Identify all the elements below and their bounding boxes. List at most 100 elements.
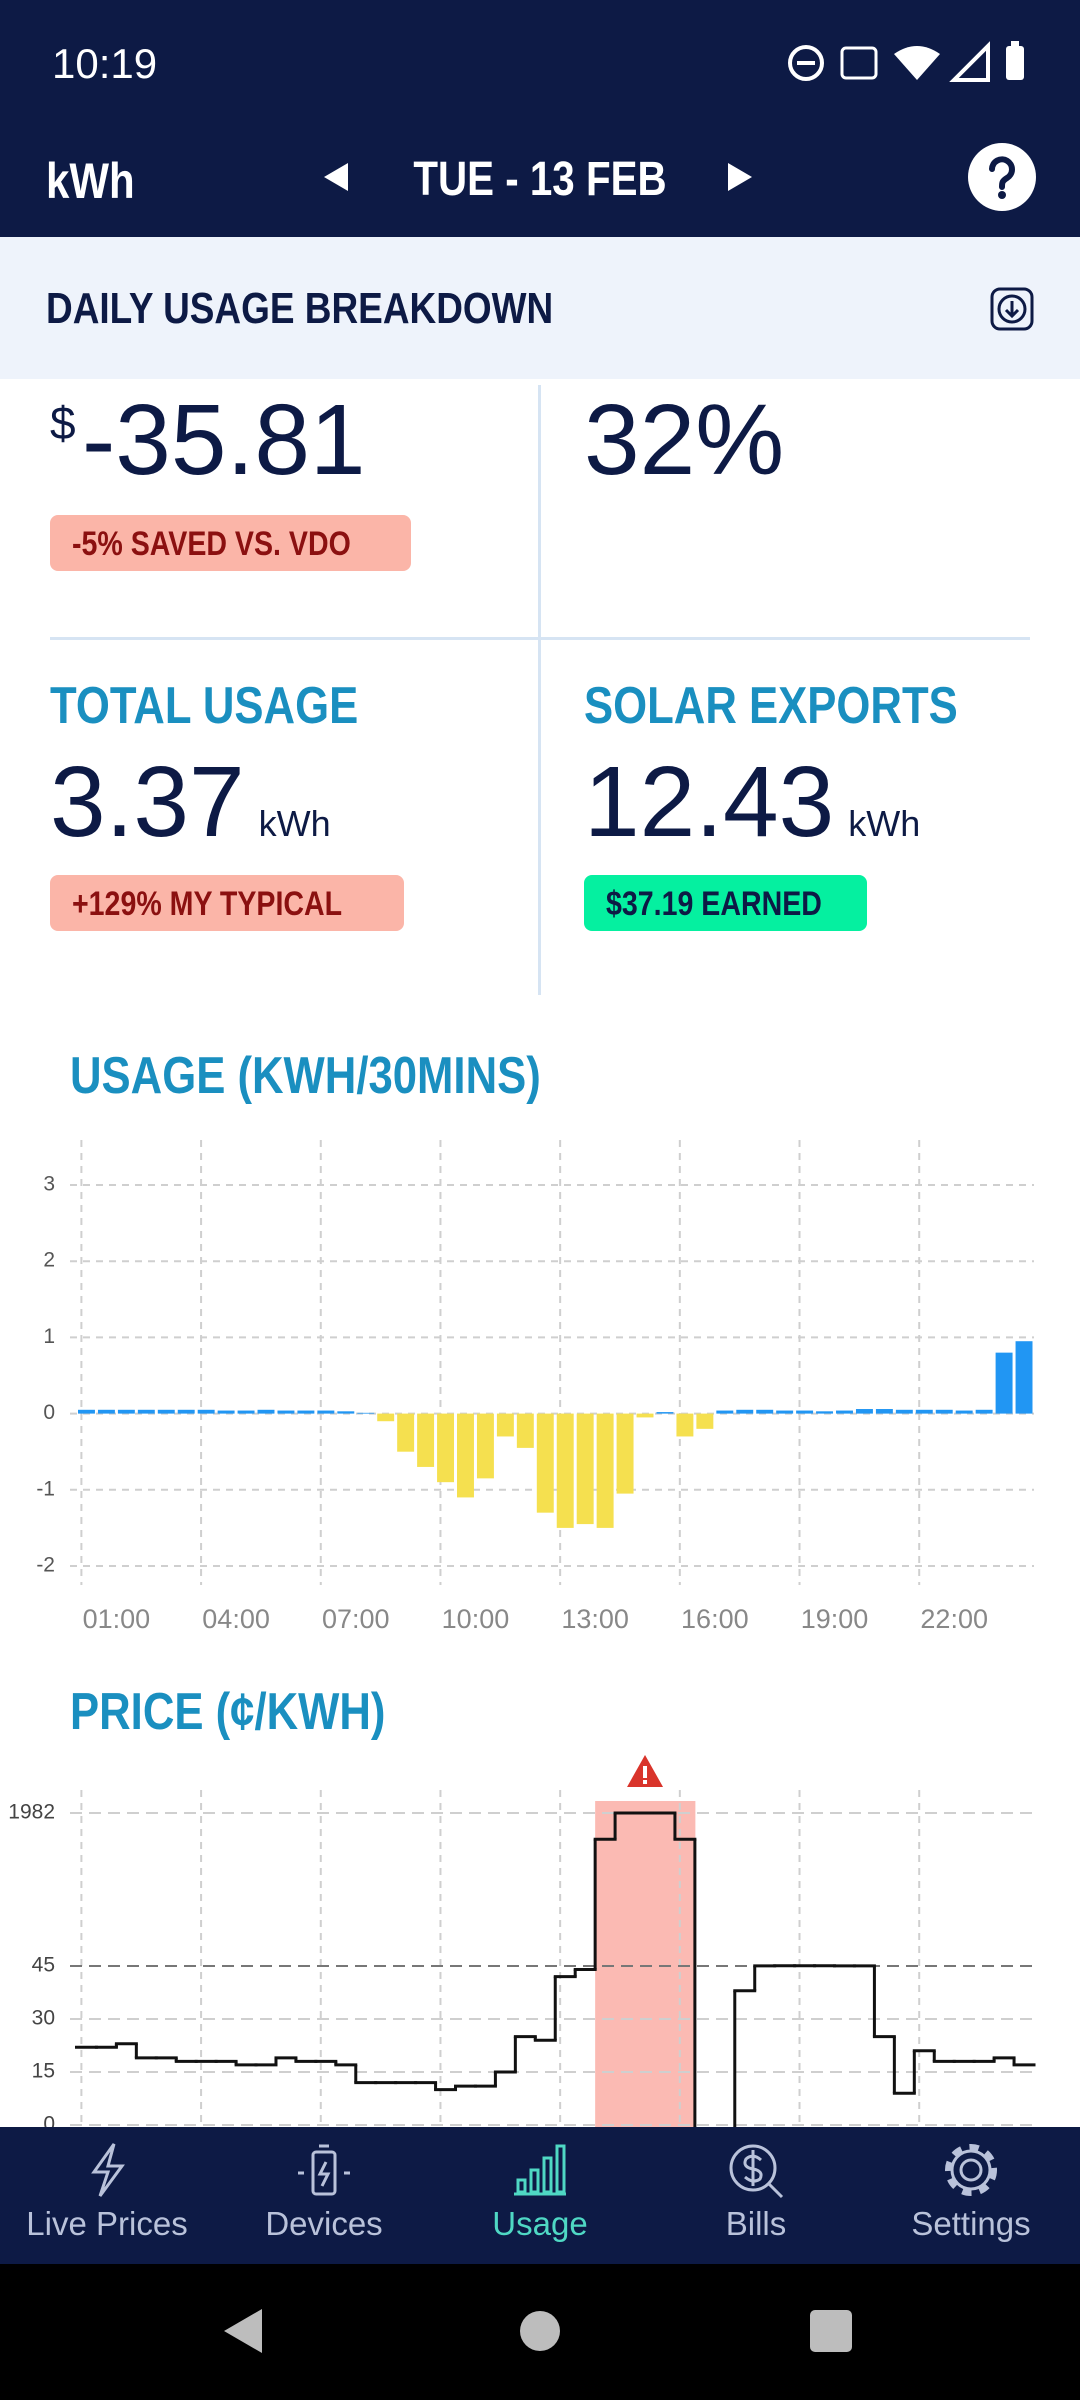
- alert-band: [615, 1801, 636, 2127]
- bar: [97, 1409, 115, 1414]
- bar: [237, 1410, 255, 1414]
- bar: [596, 1413, 614, 1528]
- bar: [78, 1409, 95, 1414]
- unit-toggle[interactable]: kWh: [46, 153, 135, 209]
- bar: [676, 1413, 694, 1437]
- usage-chart-title: USAGE (KWH/30MINS): [70, 1047, 541, 1105]
- usage-row: 3.37 kWh: [50, 752, 331, 852]
- solar-label: SOLAR EXPORTS: [584, 677, 958, 735]
- usage-badge: +129% MY TYPICAL: [50, 875, 404, 931]
- currency: $: [50, 397, 76, 449]
- bar: [776, 1410, 794, 1414]
- bar: [516, 1413, 534, 1448]
- y-tick-label: 1982: [8, 1801, 55, 1824]
- bar: [397, 1413, 415, 1452]
- bar: [836, 1410, 853, 1414]
- usage-unit: kWh: [258, 803, 331, 844]
- bar: [915, 1409, 933, 1414]
- y-tick-label: 1: [43, 1325, 55, 1348]
- bar: [377, 1413, 395, 1422]
- download-button[interactable]: [990, 287, 1034, 331]
- cost-badge: -5% SAVED VS. VDO: [50, 515, 411, 571]
- home-button[interactable]: [520, 2311, 560, 2351]
- price-chart-title: PRICE (¢/KWH): [70, 1683, 386, 1741]
- x-tick-label: 16:00: [681, 1604, 749, 1634]
- y-tick-label: -2: [36, 1554, 55, 1577]
- x-tick-label: 04:00: [202, 1604, 270, 1634]
- bar: [736, 1409, 754, 1414]
- bar: [995, 1352, 1013, 1414]
- recents-button[interactable]: [810, 2310, 852, 2352]
- section-title: DAILY USAGE BREAKDOWN: [46, 284, 554, 333]
- nav-item[interactable]: Live Prices: [26, 2205, 188, 2242]
- bar: [157, 1409, 175, 1414]
- nav-item[interactable]: Usage: [492, 2205, 588, 2242]
- usage-label: TOTAL USAGE: [50, 677, 359, 735]
- bar: [1015, 1341, 1033, 1414]
- bar: [696, 1413, 714, 1429]
- date-label: TUE - 13 FEB: [413, 153, 667, 206]
- x-tick-label: 07:00: [322, 1604, 390, 1634]
- y-tick-label: 0: [43, 2113, 55, 2127]
- solar-unit: kWh: [848, 803, 921, 844]
- solar-value: 12.43: [584, 746, 835, 858]
- solar-row: 12.43 kWh: [584, 752, 920, 852]
- divider-v: [538, 385, 541, 995]
- cost-value: -35.81: [82, 384, 366, 496]
- prev-day[interactable]: [324, 163, 348, 191]
- y-tick-label: -1: [36, 1477, 55, 1500]
- bar: [496, 1413, 514, 1437]
- bar: [177, 1409, 195, 1414]
- alert-icon-mark: [643, 1766, 648, 1778]
- y-tick-label: 45: [32, 1954, 55, 1977]
- bar: [117, 1409, 135, 1414]
- bar: [855, 1409, 873, 1414]
- alert-band: [674, 1801, 696, 2127]
- bar: [756, 1409, 774, 1414]
- nav-item[interactable]: Settings: [911, 2205, 1031, 2242]
- charts: -2 -1 0 1 2 3 01:00 04:00 07:00 10:00 13:00 16:00 19…: [8, 1140, 1036, 2127]
- divider-h: [50, 637, 1030, 640]
- bar: [457, 1413, 474, 1498]
- bar: [975, 1409, 993, 1414]
- bar: [536, 1413, 554, 1513]
- x-tick-label: 22:00: [920, 1604, 988, 1634]
- date-arrows: [324, 163, 752, 191]
- bar: [357, 1412, 375, 1414]
- bar: [417, 1413, 435, 1467]
- bar: [636, 1413, 654, 1418]
- bar: [875, 1409, 893, 1414]
- bar: [257, 1409, 275, 1414]
- status-time: 10:19: [52, 40, 158, 87]
- y-tick-label: 3: [43, 1173, 55, 1196]
- bar: [935, 1409, 953, 1414]
- y-tick-label: 2: [43, 1249, 55, 1272]
- y-tick-label: 15: [32, 2060, 55, 2083]
- bar: [197, 1409, 215, 1414]
- x-tick-label: 01:00: [83, 1604, 151, 1634]
- bar: [816, 1411, 834, 1414]
- x-tick-label: 13:00: [561, 1604, 629, 1634]
- nav-icons: [91, 2143, 997, 2199]
- help-button[interactable]: [966, 141, 1038, 213]
- bar: [297, 1410, 315, 1414]
- bar: [556, 1413, 574, 1528]
- y-tick-label: 0: [43, 1401, 55, 1424]
- nav-item[interactable]: Bills: [725, 2205, 787, 2242]
- bar: [656, 1412, 674, 1414]
- nav-item[interactable]: Devices: [265, 2205, 383, 2242]
- bar: [895, 1409, 913, 1414]
- next-day[interactable]: [728, 163, 752, 191]
- x-tick-label: 19:00: [801, 1604, 869, 1634]
- bar: [137, 1409, 155, 1414]
- y-tick-label: 30: [32, 2007, 55, 2030]
- bar: [277, 1410, 295, 1414]
- back-button[interactable]: [224, 2309, 262, 2353]
- bar: [317, 1410, 335, 1414]
- section-bar: [0, 237, 1080, 379]
- solar-badge: $37.19 EARNED: [584, 875, 867, 931]
- bar: [217, 1410, 235, 1414]
- bar: [437, 1413, 455, 1483]
- system-buttons: [224, 2309, 852, 2353]
